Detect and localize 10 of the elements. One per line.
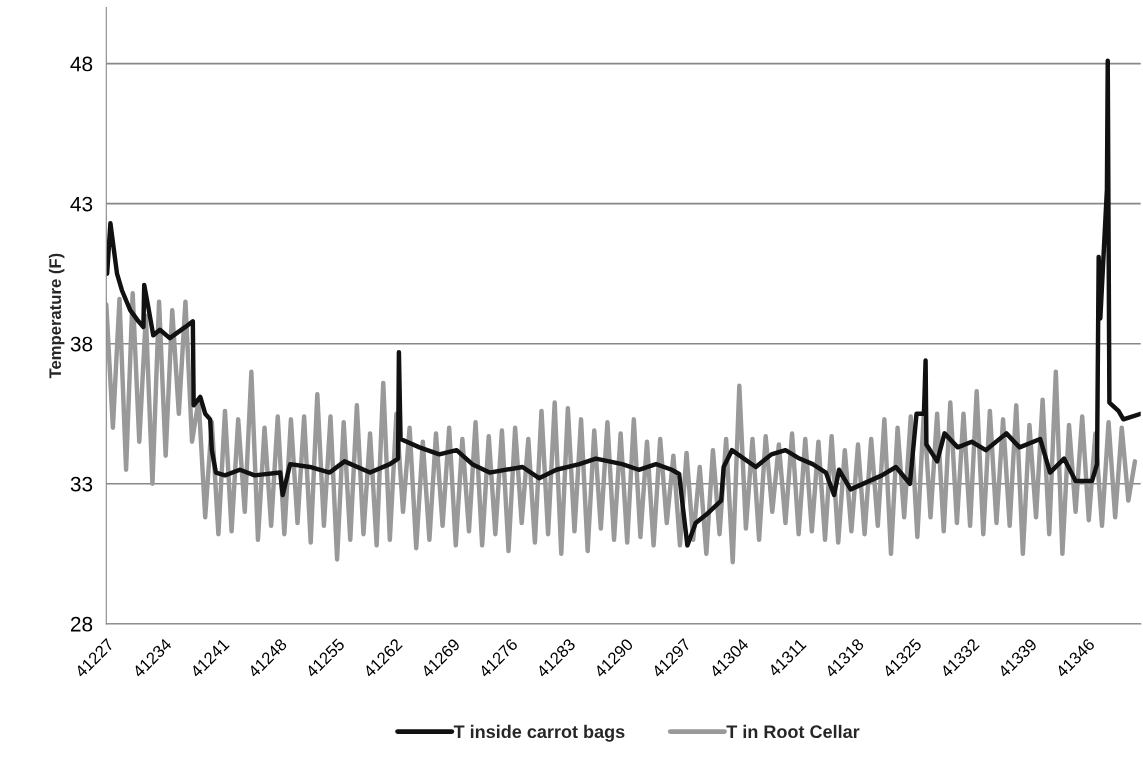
legend-label: T inside carrot bags [453,724,625,742]
y-tick-label: 28 [70,616,93,632]
y-tick-label: 48 [70,56,93,72]
legend-label: T in Root Cellar [726,724,860,739]
y-axis-title: Temperature (F) [48,253,65,379]
line-series [106,291,1138,565]
y-tick-label: 43 [70,196,93,212]
y-tick-label: 38 [70,336,93,352]
line-series [106,58,1141,548]
y-tick-label: 33 [70,476,93,492]
